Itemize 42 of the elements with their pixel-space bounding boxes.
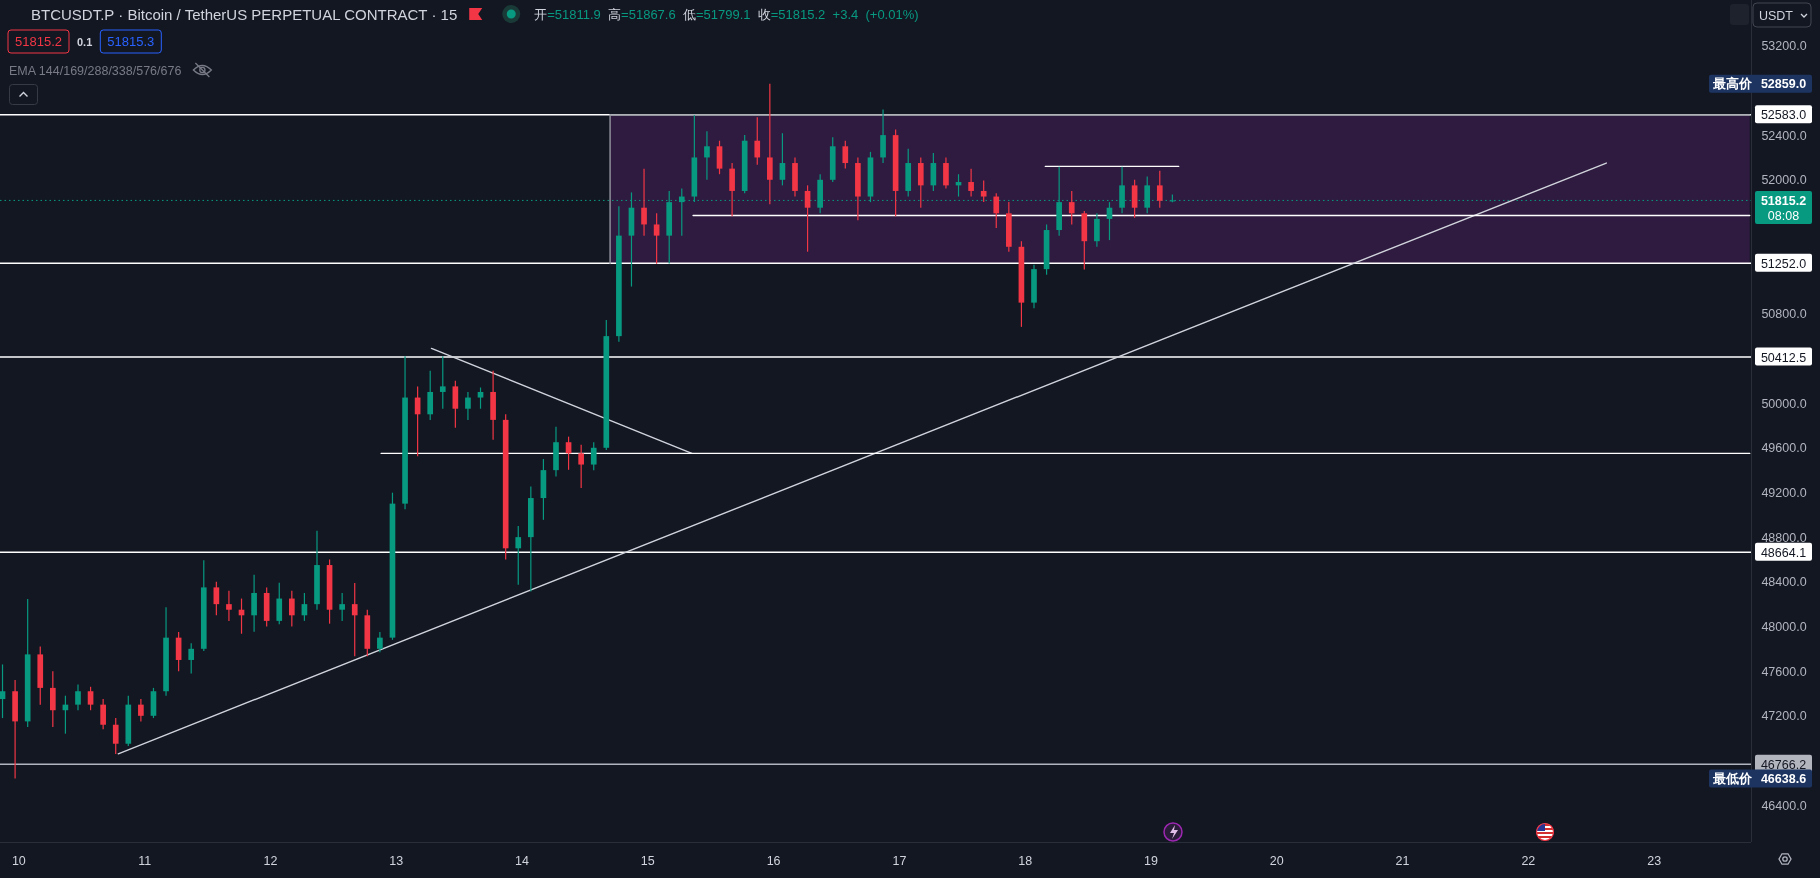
ref-line-label: 52583.0 — [1760, 108, 1807, 123]
ref-line-label: 48664.1 — [1760, 545, 1807, 560]
y-tick-label: 52400.0 — [1761, 128, 1807, 143]
x-tick-label: 17 — [892, 854, 907, 868]
y-tick-label: 48800.0 — [1761, 530, 1807, 545]
x-tick-label: 20 — [1269, 854, 1284, 868]
y-tick-label: 46400.0 — [1761, 798, 1807, 813]
y-tick-label: 47600.0 — [1761, 664, 1807, 679]
x-tick-label: 21 — [1395, 854, 1410, 868]
ref-line-label: 51815.2 08:08 — [1760, 193, 1807, 223]
annotation: 51815.2 — [15, 34, 62, 50]
annotation: 最高价 52859.0 — [1711, 76, 1807, 92]
y-tick-label: 50800.0 — [1761, 307, 1807, 322]
annotation: EMA 144/169/288/338/576/676 — [9, 64, 182, 78]
x-tick-label: 13 — [389, 854, 404, 868]
x-tick-label: 23 — [1647, 854, 1662, 868]
y-tick-label: 47200.0 — [1761, 709, 1807, 724]
ref-line-label: 46766.2 — [1760, 757, 1807, 772]
y-tick-label: 49200.0 — [1761, 485, 1807, 500]
y-tick-label: 48000.0 — [1761, 619, 1807, 634]
x-tick-label: 16 — [766, 854, 781, 868]
x-tick-label: 10 — [11, 854, 26, 868]
x-tick-label: 12 — [263, 854, 278, 868]
x-tick-label: 11 — [138, 854, 152, 868]
text: 开=51811.9 高=51867.6 低=51799.1 收=51815.2 +3.4 (+0.01%) — [534, 7, 919, 22]
y-tick-label: 50000.0 — [1761, 396, 1807, 411]
x-tick-label: 18 — [1018, 854, 1033, 868]
annotation: 最低价 46638.6 — [1711, 772, 1807, 786]
y-tick-label: 52000.0 — [1761, 173, 1807, 188]
x-tick-label: 15 — [640, 854, 655, 868]
y-tick-label: 53200.0 — [1761, 39, 1807, 54]
text: USDT — [1758, 8, 1794, 23]
annotation: 51815.3 — [107, 34, 155, 50]
ref-line-label: 50412.5 — [1760, 350, 1807, 365]
annotation: 0.1 — [77, 36, 93, 48]
y-tick-label: 49600.0 — [1761, 441, 1807, 456]
x-tick-label: 14 — [515, 854, 530, 868]
x-tick-label: 19 — [1144, 854, 1158, 868]
y-tick-label: 48400.0 — [1761, 575, 1807, 590]
ref-line-label: 51252.0 — [1760, 256, 1807, 271]
chart-title: BTCUSDT.P · Bitcoin / TetherUS PERPETUAL CONTRACT · 15 — [31, 5, 458, 23]
x-tick-label: 22 — [1521, 854, 1536, 868]
